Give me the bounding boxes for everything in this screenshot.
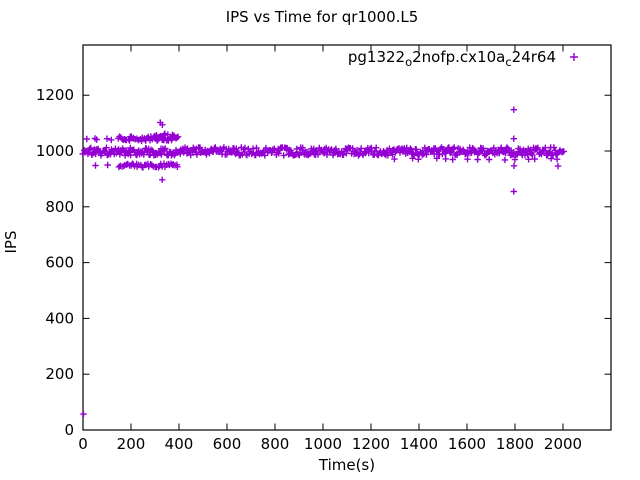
y-tick-label-800: 800 [45, 198, 74, 216]
legend-plus-marker-icon [570, 53, 578, 61]
legend-series-label: pg1322o2nofp.cx10ac24r64 [348, 48, 556, 69]
series-cluster-lower-row-dense [115, 160, 181, 171]
axis-ticks [82, 45, 611, 431]
x-tick-label-1200: 1200 [352, 435, 390, 453]
y-tick-label-1200: 1200 [36, 86, 74, 104]
x-tick-label-1800: 1800 [496, 435, 534, 453]
series-cluster-upper-row-extra [151, 130, 178, 141]
data-points [79, 106, 567, 418]
series-cluster-sub-band-dips [391, 155, 561, 164]
x-tick-label-2000: 2000 [544, 435, 582, 453]
x-tick-label-800: 800 [261, 435, 290, 453]
x-tick-label-600: 600 [213, 435, 242, 453]
series-cluster-band-tail [556, 147, 567, 156]
series-cluster-main-band [79, 144, 563, 159]
series-cluster-upper-row-sparse [83, 135, 115, 144]
x-tick-label-0: 0 [78, 435, 88, 453]
y-tick-label-1000: 1000 [36, 142, 74, 160]
x-tick-label-1000: 1000 [304, 435, 342, 453]
x-tick-label-1600: 1600 [448, 435, 486, 453]
x-axis-label: Time(s) [318, 456, 375, 474]
axis-tick-labels: 0 200 400 600 800 1000 1200 1400 1600 1800 2000 0 20… [36, 86, 582, 453]
series-cluster-outliers [80, 106, 562, 418]
x-tick-label-200: 200 [117, 435, 146, 453]
plot-border [82, 44, 612, 431]
y-axis-label: IPS [2, 231, 20, 254]
y-tick-label-400: 400 [45, 309, 74, 327]
chart-title: IPS vs Time for qr1000.L5 [226, 8, 419, 26]
series-cluster-lower-row-sparse [92, 161, 111, 169]
x-tick-label-1400: 1400 [400, 435, 438, 453]
legend: pg1322o2nofp.cx10ac24r64 [348, 48, 578, 69]
y-tick-label-200: 200 [45, 365, 74, 383]
y-tick-label-600: 600 [45, 254, 74, 272]
x-tick-label-400: 400 [165, 435, 194, 453]
y-tick-label-0: 0 [64, 421, 74, 439]
